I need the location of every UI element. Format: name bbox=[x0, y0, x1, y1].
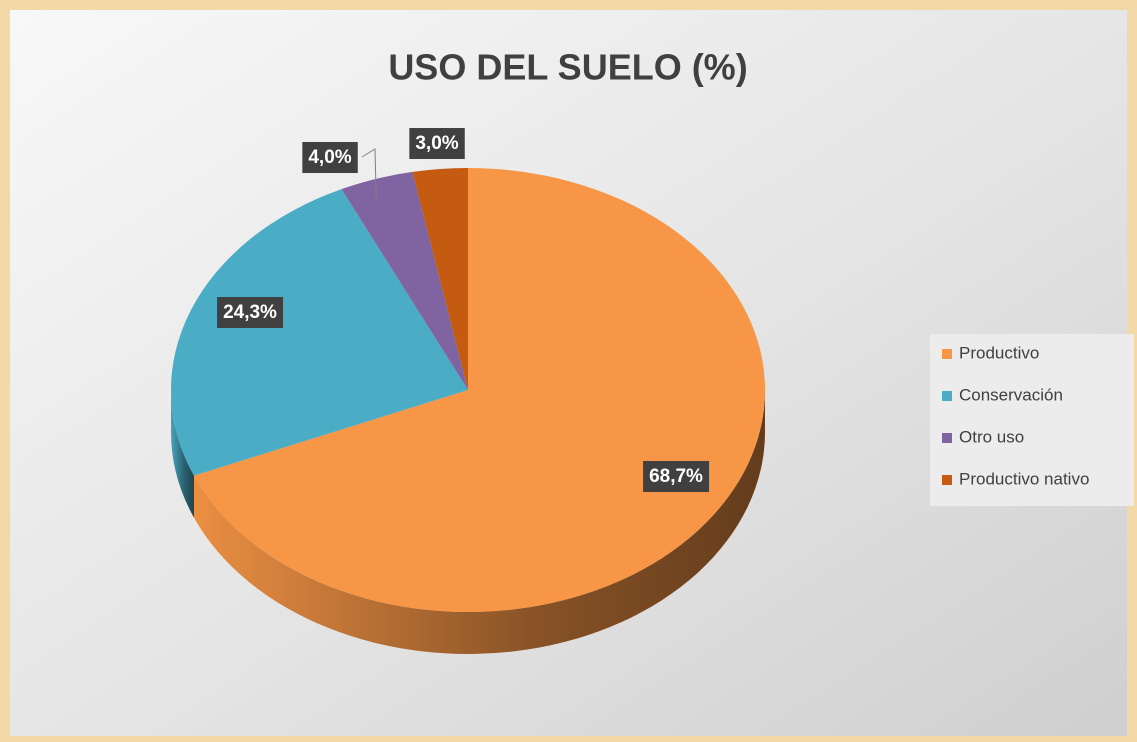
legend-label: Otro uso bbox=[959, 427, 1024, 446]
data-label-box bbox=[409, 128, 465, 160]
data-label-box bbox=[643, 461, 710, 493]
legend-label: Conservación bbox=[959, 385, 1063, 404]
data-label: 24,3% bbox=[217, 297, 284, 329]
data-label-text: 24,3% bbox=[223, 302, 277, 323]
slice bbox=[341, 171, 468, 390]
chart-title: USO DEL SUELO (%) bbox=[388, 47, 747, 88]
data-label-text: 4,0% bbox=[308, 147, 351, 168]
data-label-text: 68,7% bbox=[649, 466, 703, 487]
data-label: 3,0% bbox=[409, 128, 465, 160]
legend-swatch bbox=[942, 475, 952, 485]
legend-label: Productivo bbox=[959, 343, 1039, 362]
legend-swatch bbox=[942, 349, 952, 359]
data-label: 4,0% bbox=[302, 142, 358, 174]
legend-box bbox=[930, 334, 1134, 506]
slice bbox=[171, 189, 468, 476]
data-label: 68,7% bbox=[643, 461, 710, 493]
legend-label: Productivo nativo bbox=[959, 469, 1089, 488]
legend-swatch bbox=[942, 433, 952, 443]
data-label-box bbox=[217, 297, 284, 329]
data-label-box bbox=[302, 142, 358, 174]
leader-line bbox=[361, 148, 377, 199]
slice-side-shade bbox=[171, 390, 194, 518]
slice bbox=[412, 168, 468, 390]
slice-side-shade bbox=[193, 390, 766, 655]
data-label-text: 3,0% bbox=[415, 133, 458, 154]
slice bbox=[193, 168, 766, 612]
legend-swatch bbox=[942, 391, 952, 401]
